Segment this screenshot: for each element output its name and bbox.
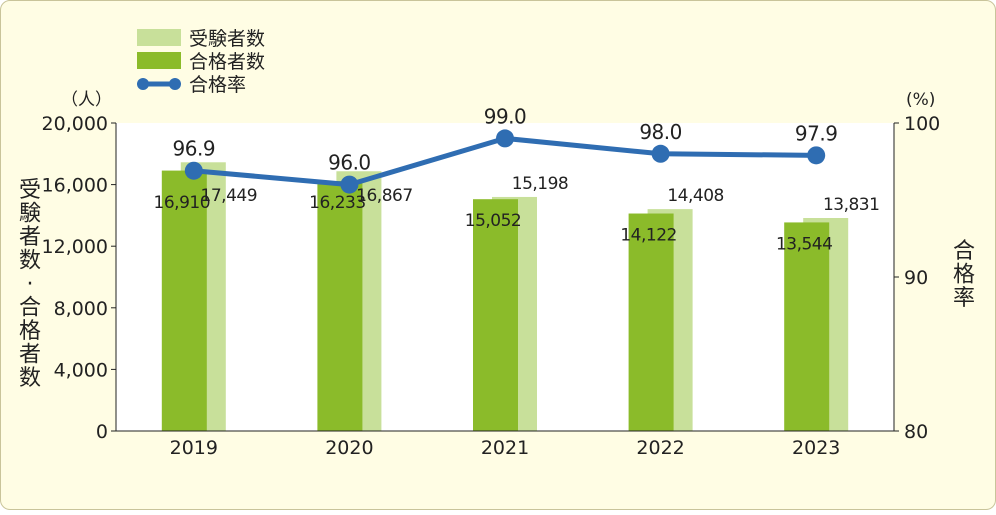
- data-label-passers: 13,544: [776, 234, 832, 254]
- data-label-pass-rate: 97.9: [795, 121, 838, 145]
- data-label-passers: 15,052: [465, 211, 521, 231]
- x-axis-tick-label: 2023: [792, 437, 840, 459]
- left-axis-tick-label: 12,000: [42, 236, 108, 258]
- left-axis-tick-label: 0: [96, 421, 108, 443]
- left-axis-title: 受験者数·合格者数: [19, 178, 41, 391]
- right-axis-tick-label: 80: [904, 421, 928, 443]
- legend-label-pass-rate: 合格率: [189, 74, 246, 96]
- legend-swatch-passers: [137, 52, 181, 69]
- data-label-applicants: 17,449: [201, 186, 257, 206]
- pass-rate-point: [184, 161, 203, 180]
- data-label-applicants: 16,867: [356, 186, 412, 206]
- right-axis-tick-label: 100: [904, 113, 940, 135]
- axis-title-char: ·: [27, 272, 34, 297]
- axis-title-char: 合: [953, 239, 975, 264]
- legend-marker-pass-rate: [169, 78, 181, 90]
- right-axis-tick-label: 90: [904, 267, 928, 289]
- x-axis-tick-label: 2022: [636, 437, 684, 459]
- data-label-pass-rate: 98.0: [639, 120, 682, 144]
- pass-rate-point: [807, 146, 826, 165]
- pass-rate-point: [340, 175, 359, 194]
- data-label-applicants: 15,198: [512, 174, 568, 194]
- x-axis-tick-label: 2020: [325, 437, 373, 459]
- axis-title-char: 受: [19, 178, 41, 203]
- legend-marker-pass-rate: [137, 78, 149, 90]
- left-axis-tick-label: 4,000: [54, 359, 108, 381]
- legend-swatch-applicants: [137, 29, 181, 46]
- x-axis-tick-label: 2021: [481, 437, 529, 459]
- bar-passers: [628, 213, 674, 431]
- data-label-applicants: 13,831: [823, 195, 879, 215]
- left-axis-tick-label: 8,000: [54, 298, 108, 320]
- axis-title-char: 数: [19, 249, 41, 274]
- left-axis-tick-label: 16,000: [42, 175, 108, 197]
- data-label-pass-rate: 96.0: [328, 151, 371, 175]
- data-label-pass-rate: 96.9: [173, 137, 216, 161]
- legend-label-passers: 合格者数: [189, 51, 265, 73]
- bar-passers: [473, 199, 518, 431]
- right-axis-title: 合格率: [953, 239, 975, 311]
- axis-title-char: 格: [953, 263, 975, 288]
- bar-passers: [161, 170, 207, 431]
- axis-title-char: 率: [953, 286, 975, 311]
- axis-title-char: 数: [19, 366, 41, 391]
- axis-title-char: 者: [19, 225, 41, 250]
- left-axis-unit: （人）: [61, 90, 112, 110]
- bar-passers: [784, 222, 830, 431]
- axis-title-char: 者: [19, 343, 41, 368]
- pass-rate-point: [496, 129, 514, 148]
- right-axis-unit: (%): [906, 90, 935, 110]
- data-label-passers: 16,910: [154, 193, 210, 213]
- axis-title-char: 合: [19, 296, 41, 321]
- data-label-passers: 16,233: [309, 193, 365, 213]
- axis-title-char: 格: [19, 319, 41, 344]
- legend-label-applicants: 受験者数: [189, 28, 265, 50]
- x-axis-tick-label: 2019: [170, 437, 218, 459]
- left-axis-tick-label: 20,000: [42, 113, 108, 135]
- data-label-pass-rate: 99.0: [484, 104, 527, 128]
- bar-passers: [317, 181, 363, 431]
- data-label-applicants: 14,408: [667, 186, 723, 206]
- data-label-passers: 14,122: [620, 226, 676, 246]
- axis-title-char: 験: [19, 202, 41, 227]
- pass-rate-point: [651, 144, 670, 163]
- legend: 受験者数 合格者数 合格率: [137, 28, 265, 96]
